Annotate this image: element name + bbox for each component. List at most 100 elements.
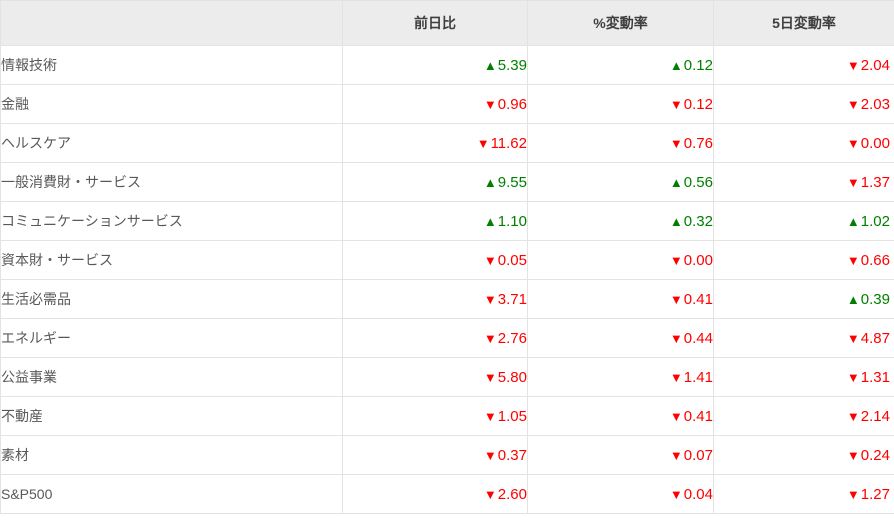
up-triangle-icon: ▲ [846,291,860,307]
up-triangle-icon: ▲ [669,213,683,229]
table-row: ヘルスケア ▼11.62 ▼0.76 ▼0.00 [0,123,894,163]
down-triangle-icon: ▼ [669,447,683,463]
change-value: ▼11.62 [342,123,528,163]
down-triangle-icon: ▼ [846,252,860,268]
up-triangle-icon: ▲ [669,57,683,73]
change-value: ▼1.41 [527,357,714,397]
down-triangle-icon: ▼ [669,96,683,112]
down-triangle-icon: ▼ [846,96,860,112]
up-triangle-icon: ▲ [483,57,497,73]
change-value: ▼1.05 [342,396,528,436]
down-triangle-icon: ▼ [846,174,860,190]
change-value: ▲0.32 [527,201,714,241]
sector-label: 素材 [0,435,343,475]
header-daily-change: 前日比 [342,0,528,46]
table-row: 情報技術 ▲5.39 ▲0.12 ▼2.04 [0,45,894,85]
change-value: ▼2.76 [342,318,528,358]
down-triangle-icon: ▼ [476,135,490,151]
change-value: ▼0.00 [527,240,714,280]
change-value: ▼0.12 [527,84,714,124]
down-triangle-icon: ▼ [846,447,860,463]
down-triangle-icon: ▼ [669,291,683,307]
change-value: ▼0.41 [527,396,714,436]
sector-label: コミュニケーションサービス [0,201,343,241]
sector-label: ヘルスケア [0,123,343,163]
down-triangle-icon: ▼ [846,369,860,385]
sector-label: 不動産 [0,396,343,436]
header-sector [0,0,343,46]
down-triangle-icon: ▼ [846,135,860,151]
table-row: 一般消費財・サービス ▲9.55 ▲0.56 ▼1.37 [0,162,894,202]
change-value: ▼0.66 [713,240,894,280]
up-triangle-icon: ▲ [483,213,497,229]
down-triangle-icon: ▼ [483,96,497,112]
down-triangle-icon: ▼ [846,57,860,73]
sector-label: 生活必需品 [0,279,343,319]
sector-label: 情報技術 [0,45,343,85]
change-value: ▼2.03 [713,84,894,124]
down-triangle-icon: ▼ [483,447,497,463]
table-row: 公益事業 ▼5.80 ▼1.41 ▼1.31 [0,357,894,397]
sector-label: エネルギー [0,318,343,358]
down-triangle-icon: ▼ [483,486,497,502]
change-value: ▼0.44 [527,318,714,358]
table-row: 生活必需品 ▼3.71 ▼0.41 ▲0.39 [0,279,894,319]
change-value: ▼2.60 [342,474,528,514]
down-triangle-icon: ▼ [483,369,497,385]
change-value: ▼0.05 [342,240,528,280]
change-value: ▲0.39 [713,279,894,319]
up-triangle-icon: ▲ [846,213,860,229]
down-triangle-icon: ▼ [483,408,497,424]
change-value: ▼5.80 [342,357,528,397]
change-value: ▼0.00 [713,123,894,163]
sector-label: 金融 [0,84,343,124]
down-triangle-icon: ▼ [669,330,683,346]
table-row: S&P500 ▼2.60 ▼0.04 ▼1.27 [0,474,894,514]
sector-label: S&P500 [0,474,343,514]
change-value: ▼0.04 [527,474,714,514]
up-triangle-icon: ▲ [669,174,683,190]
header-percent-change: %変動率 [527,0,714,46]
change-value: ▲5.39 [342,45,528,85]
change-value: ▲9.55 [342,162,528,202]
down-triangle-icon: ▼ [669,408,683,424]
table-row: エネルギー ▼2.76 ▼0.44 ▼4.87 [0,318,894,358]
change-value: ▲1.10 [342,201,528,241]
change-value: ▲1.02 [713,201,894,241]
change-value: ▼0.96 [342,84,528,124]
down-triangle-icon: ▼ [669,135,683,151]
sector-label: 公益事業 [0,357,343,397]
table-row: 素材 ▼0.37 ▼0.07 ▼0.24 [0,435,894,475]
change-value: ▼1.31 [713,357,894,397]
change-value: ▲0.56 [527,162,714,202]
table-row: 資本財・サービス ▼0.05 ▼0.00 ▼0.66 [0,240,894,280]
down-triangle-icon: ▼ [846,330,860,346]
table-row: 不動産 ▼1.05 ▼0.41 ▼2.14 [0,396,894,436]
change-value: ▼0.37 [342,435,528,475]
sector-performance-table: 前日比 %変動率 5日変動率 情報技術 ▲5.39 ▲0.12 ▼2.04 金融 ▼0.9… [0,0,894,514]
header-5day-change: 5日変動率 [713,0,894,46]
change-value: ▼4.87 [713,318,894,358]
sector-label: 資本財・サービス [0,240,343,280]
down-triangle-icon: ▼ [669,486,683,502]
change-value: ▼2.04 [713,45,894,85]
down-triangle-icon: ▼ [846,486,860,502]
table-row: コミュニケーションサービス ▲1.10 ▲0.32 ▲1.02 [0,201,894,241]
change-value: ▲0.12 [527,45,714,85]
sector-label: 一般消費財・サービス [0,162,343,202]
down-triangle-icon: ▼ [483,252,497,268]
header-row: 前日比 %変動率 5日変動率 [0,0,894,46]
change-value: ▼1.37 [713,162,894,202]
change-value: ▼0.24 [713,435,894,475]
table-row: 金融 ▼0.96 ▼0.12 ▼2.03 [0,84,894,124]
change-value: ▼0.07 [527,435,714,475]
down-triangle-icon: ▼ [669,252,683,268]
down-triangle-icon: ▼ [483,291,497,307]
change-value: ▼0.41 [527,279,714,319]
change-value: ▼3.71 [342,279,528,319]
change-value: ▼2.14 [713,396,894,436]
change-value: ▼1.27 [713,474,894,514]
up-triangle-icon: ▲ [483,174,497,190]
down-triangle-icon: ▼ [846,408,860,424]
down-triangle-icon: ▼ [669,369,683,385]
